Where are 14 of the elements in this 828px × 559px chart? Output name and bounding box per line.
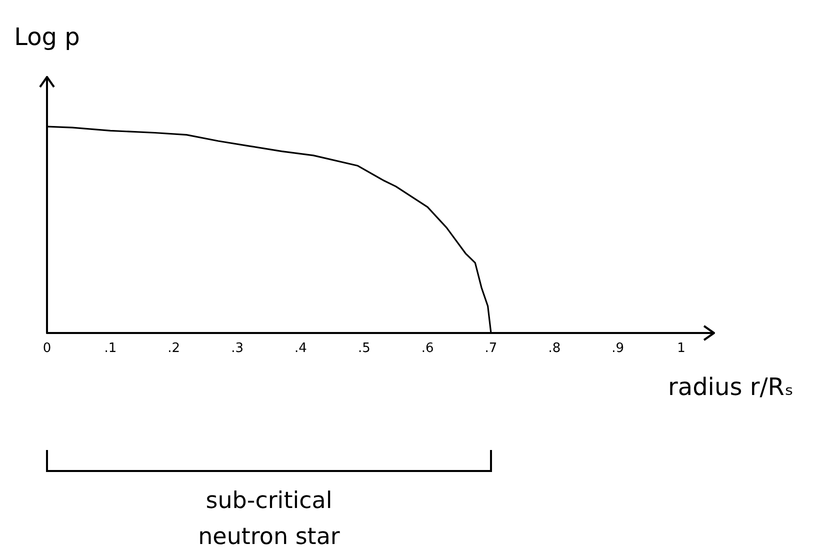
x-tick-label: .4 (294, 341, 307, 356)
x-tick-label: .5 (358, 341, 370, 356)
x-tick-label: .7 (484, 341, 498, 356)
x-tick-label: 0 (42, 341, 52, 356)
x-tick-label: 1 (677, 341, 686, 356)
x-tick-label: .3 (231, 341, 244, 356)
x-tick-label: .8 (548, 341, 561, 356)
x-tick-label: .9 (612, 341, 624, 356)
y-axis-title: Log p (14, 23, 80, 51)
text: sub-critical neutron star (197, 487, 341, 552)
x-tick-label: .1 (104, 341, 117, 356)
x-tick-label: .6 (421, 341, 434, 356)
x-tick-label: .2 (168, 341, 180, 356)
x-axis-title: radius r/Rₛ (668, 373, 794, 401)
